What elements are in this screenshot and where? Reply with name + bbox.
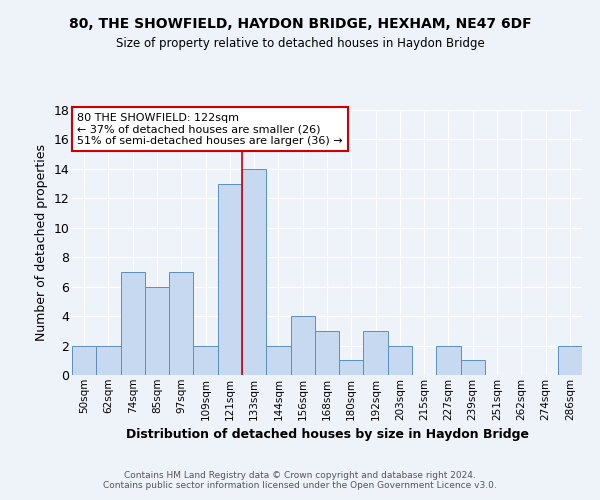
Bar <box>364 331 388 375</box>
Bar <box>145 286 169 375</box>
Bar <box>193 346 218 375</box>
Bar <box>218 184 242 375</box>
Bar <box>436 346 461 375</box>
Text: Contains HM Land Registry data © Crown copyright and database right 2024.
Contai: Contains HM Land Registry data © Crown c… <box>103 470 497 490</box>
Bar <box>339 360 364 375</box>
Bar <box>96 346 121 375</box>
Bar <box>169 272 193 375</box>
Bar <box>72 346 96 375</box>
Bar <box>266 346 290 375</box>
Y-axis label: Number of detached properties: Number of detached properties <box>35 144 48 341</box>
Text: 80, THE SHOWFIELD, HAYDON BRIDGE, HEXHAM, NE47 6DF: 80, THE SHOWFIELD, HAYDON BRIDGE, HEXHAM… <box>68 18 532 32</box>
Bar <box>388 346 412 375</box>
Bar <box>558 346 582 375</box>
Text: Size of property relative to detached houses in Haydon Bridge: Size of property relative to detached ho… <box>116 38 484 51</box>
Bar <box>242 169 266 375</box>
Bar <box>315 331 339 375</box>
Bar <box>461 360 485 375</box>
X-axis label: Distribution of detached houses by size in Haydon Bridge: Distribution of detached houses by size … <box>125 428 529 441</box>
Bar <box>290 316 315 375</box>
Bar <box>121 272 145 375</box>
Text: 80 THE SHOWFIELD: 122sqm
← 37% of detached houses are smaller (26)
51% of semi-d: 80 THE SHOWFIELD: 122sqm ← 37% of detach… <box>77 112 343 146</box>
